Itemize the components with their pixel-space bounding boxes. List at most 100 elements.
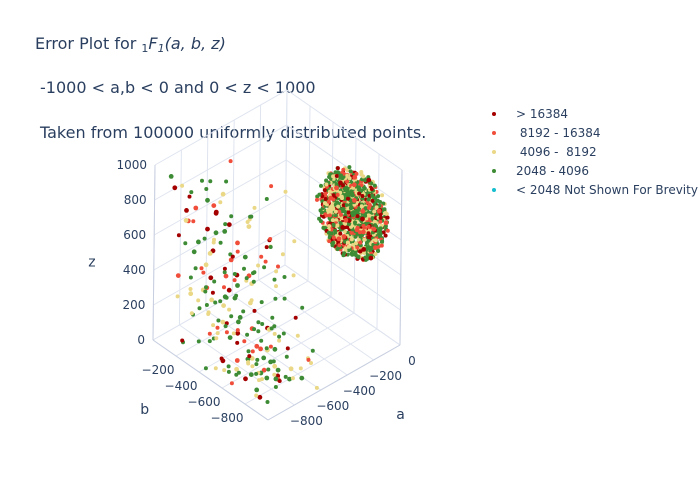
cluster-point — [345, 240, 350, 245]
scatter-point — [175, 294, 180, 299]
scatter-point — [259, 300, 264, 305]
scatter-point — [250, 364, 255, 369]
cluster-point — [367, 202, 372, 207]
cluster-point — [323, 197, 328, 201]
cluster-point — [378, 226, 383, 231]
series-point — [172, 185, 178, 191]
cluster-point — [327, 239, 332, 244]
scatter-point — [222, 266, 227, 271]
cluster-point — [362, 251, 367, 255]
series-point — [373, 245, 378, 251]
series-point — [208, 275, 214, 281]
cluster-point — [358, 240, 363, 245]
cluster-point — [369, 187, 374, 191]
series-point — [366, 177, 372, 183]
cluster-point — [343, 246, 348, 251]
cluster-point — [356, 254, 361, 259]
cluster-point — [344, 203, 349, 208]
scatter-point — [215, 331, 220, 336]
cluster-point — [315, 197, 319, 202]
series-point — [226, 222, 232, 228]
series-point — [261, 355, 267, 361]
grid-line — [258, 104, 262, 281]
scatter-point — [188, 287, 193, 291]
series-point — [205, 197, 210, 203]
axis-line-b — [152, 339, 269, 421]
scatter-point — [309, 361, 313, 365]
z-axis-title: z — [88, 254, 95, 270]
cluster-point — [350, 252, 355, 257]
series-point — [268, 359, 273, 365]
legend-marker-icon — [492, 131, 496, 135]
series-point — [361, 247, 367, 252]
scatter-point — [183, 241, 188, 246]
cluster-point — [331, 193, 336, 198]
cluster-point — [372, 209, 377, 214]
grid-line — [221, 312, 355, 389]
cluster-point — [366, 197, 371, 202]
scatter-point — [228, 159, 233, 164]
scatter-point — [269, 326, 274, 331]
series-point — [237, 315, 243, 320]
scatter-point — [188, 275, 193, 280]
series-point — [352, 174, 358, 180]
series-point — [220, 191, 226, 197]
cluster-point — [359, 204, 364, 209]
chart-subtitle-sample: Taken from 100000 uniformly distributed … — [40, 123, 427, 142]
cluster-point — [333, 213, 338, 218]
cluster-point — [327, 224, 332, 229]
scatter-point — [218, 240, 223, 245]
cluster-point — [366, 213, 371, 218]
scatter-point — [227, 307, 232, 312]
cluster-point — [381, 230, 386, 235]
cluster-point — [334, 218, 339, 223]
scatter-point — [268, 237, 273, 241]
scatter-point — [295, 333, 300, 338]
scatter-point — [222, 285, 226, 290]
series-point — [340, 225, 346, 230]
scatter-point — [204, 187, 209, 191]
scatter-point — [256, 320, 261, 325]
scatter-point — [300, 305, 305, 310]
cluster-point — [341, 203, 346, 208]
scatter-point — [189, 311, 194, 316]
scatter-point — [306, 357, 311, 362]
cluster-point — [376, 194, 381, 199]
cluster-point — [358, 234, 363, 239]
z-axis-tick-label: 800 — [124, 193, 147, 207]
series-point — [272, 346, 278, 352]
cluster-point — [372, 219, 377, 224]
scatter-point — [264, 197, 269, 201]
scatter-point — [249, 298, 254, 303]
series-point — [222, 229, 228, 234]
grid-line — [231, 119, 235, 296]
scatter-point — [203, 366, 208, 371]
cluster-point — [354, 241, 358, 246]
z-axis-tick-label: 200 — [122, 298, 145, 312]
scatter-point — [234, 293, 239, 298]
scatter-point — [214, 336, 219, 341]
cluster-point — [337, 243, 342, 248]
cluster-point — [320, 194, 325, 199]
cluster-point — [326, 199, 331, 204]
cluster-point — [359, 183, 364, 188]
scatter-point — [276, 264, 280, 269]
scatter-point — [246, 349, 251, 354]
legend-marker-icon — [492, 150, 496, 154]
series-point — [211, 203, 217, 209]
series-point — [352, 198, 357, 203]
scatter-point — [211, 240, 216, 245]
cluster-point — [333, 209, 338, 214]
scatter-point — [283, 374, 288, 379]
cluster-point — [354, 171, 359, 176]
grid-line — [179, 324, 295, 406]
scatter-point — [210, 290, 215, 295]
scatter-point — [204, 285, 208, 290]
scatter-point — [277, 334, 282, 339]
series-point — [196, 239, 201, 245]
cluster-point — [346, 196, 350, 201]
scatter-point — [254, 362, 259, 367]
series-point — [246, 224, 252, 230]
scatter-point — [180, 183, 185, 188]
